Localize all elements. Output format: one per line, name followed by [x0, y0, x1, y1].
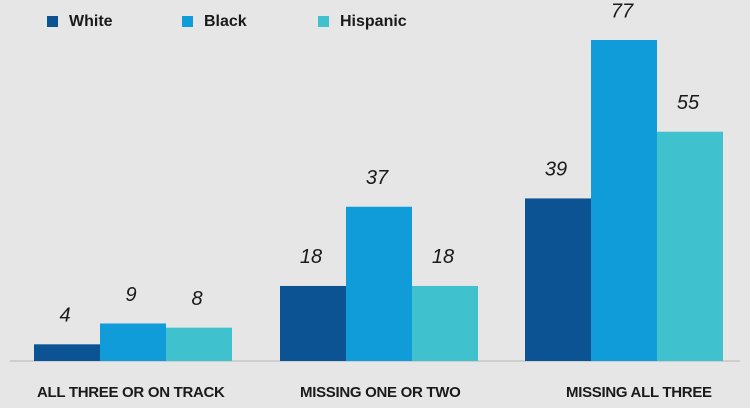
bar [166, 327, 232, 361]
bar [346, 206, 412, 361]
bar [525, 198, 591, 361]
value-label: 8 [191, 288, 202, 310]
bar [34, 344, 100, 361]
bar [280, 285, 346, 361]
legend-label: White [69, 13, 113, 30]
bar [591, 40, 657, 361]
x-tick-label: MISSING ONE OR TWO [300, 384, 461, 401]
x-tick-label: ALL THREE OR ON TRACK [37, 384, 225, 401]
value-label: 77 [611, 0, 634, 22]
value-label: 18 [300, 246, 322, 268]
bar [412, 285, 478, 361]
value-label: 55 [677, 92, 700, 114]
legend-label: Hispanic [340, 13, 407, 30]
legend-swatch [47, 16, 58, 27]
bar [657, 131, 723, 361]
legend-swatch [182, 16, 193, 27]
value-label: 9 [125, 284, 136, 306]
bar [100, 323, 166, 361]
value-label: 18 [432, 246, 454, 268]
value-label: 4 [59, 305, 70, 327]
value-label: 37 [366, 167, 389, 189]
x-tick-label: MISSING ALL THREE [566, 384, 712, 401]
legend-swatch [318, 16, 329, 27]
legend-label: Black [204, 13, 247, 30]
value-label: 39 [545, 159, 567, 181]
